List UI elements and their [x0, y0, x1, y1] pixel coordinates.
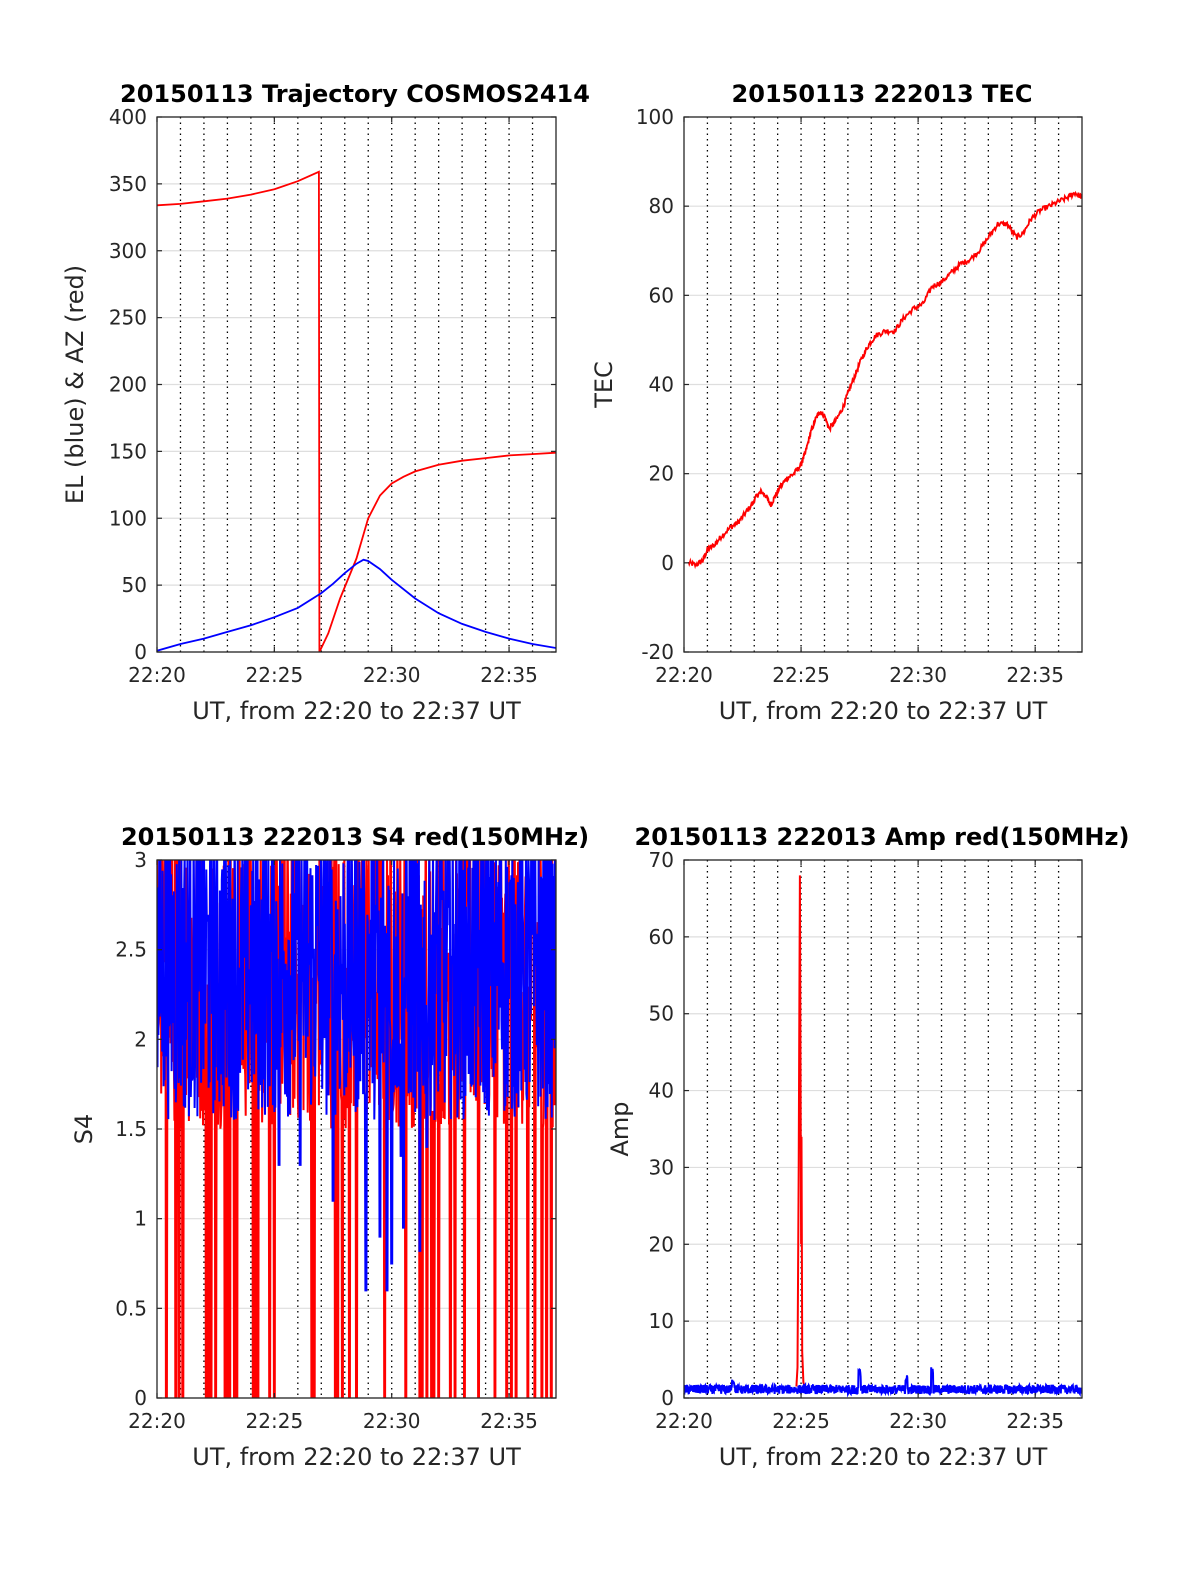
y-tick-label: 350	[109, 172, 147, 196]
y-tick-label: 3	[134, 848, 147, 872]
x-tick-label: 22:25	[246, 1409, 304, 1433]
y-tick-label: 1	[134, 1207, 147, 1231]
x-tick-label: 22:25	[772, 1409, 830, 1433]
y-tick-label: 70	[649, 848, 674, 872]
x-axis-label: UT, from 22:20 to 22:37 UT	[719, 1443, 1048, 1471]
x-tick-label: 22:25	[246, 663, 304, 687]
y-axis-label: TEC	[590, 361, 618, 409]
series-group	[157, 170, 556, 652]
series-line-0	[157, 170, 556, 652]
axes-box	[683, 859, 1083, 1399]
y-tick-label: 60	[649, 925, 674, 949]
y-tick-label: 60	[649, 283, 674, 307]
y-tick-label: -20	[641, 640, 674, 664]
series-group	[687, 190, 1082, 570]
y-tick-label: 10	[649, 1309, 674, 1333]
x-axis-label: UT, from 22:20 to 22:37 UT	[192, 697, 521, 725]
y-tick-label: 80	[649, 194, 674, 218]
x-tick-label: 22:20	[655, 1409, 713, 1433]
chart-title: 20150113 222013 S4 red(150MHz)	[121, 823, 589, 851]
y-axis-label: EL (blue) & AZ (red)	[61, 265, 89, 504]
y-tick-label: 0.5	[115, 1296, 147, 1320]
y-tick-label: 50	[122, 573, 147, 597]
series-group	[684, 875, 1082, 1398]
y-tick-label: 20	[649, 1232, 674, 1256]
y-tick-label: 100	[636, 105, 674, 129]
y-axis-label: S4	[70, 1114, 98, 1145]
y-tick-label: 20	[649, 462, 674, 486]
series-line-0	[795, 875, 807, 1391]
y-tick-label: 50	[649, 1002, 674, 1026]
panel-tec: -20 0 20 40 60 80 100 22:20 22:25 22:30 22:35 UT, f…	[590, 80, 1083, 725]
x-tick-label: 22:35	[1006, 663, 1064, 687]
chart-title: 20150113 222013 Amp red(150MHz)	[635, 823, 1130, 851]
y-tick-label: 100	[109, 506, 147, 530]
y-tick-label: 300	[109, 239, 147, 263]
x-tick-label: 22:35	[480, 1409, 538, 1433]
y-tick-label: 0	[661, 1386, 674, 1410]
y-tick-label: 2	[134, 1027, 147, 1051]
x-tick-label: 22:20	[655, 663, 713, 687]
y-tick-label: 0	[134, 1386, 147, 1410]
y-tick-label: 40	[649, 373, 674, 397]
y-tick-label: 0	[134, 640, 147, 664]
y-tick-label: 400	[109, 105, 147, 129]
panel-s4: 0 0.5 1 1.5 2 2.5 3 22:20 22:25 22:30 22:35 UT, fro…	[70, 823, 589, 1471]
panel-amp: 0 10 20 30 40 50 60 70 22:20 22:25 22:30 22:35 UT, f…	[606, 823, 1129, 1471]
y-tick-label: 250	[109, 306, 147, 330]
x-axis-label: UT, from 22:20 to 22:37 UT	[192, 1443, 521, 1471]
y-tick-label: 1.5	[115, 1117, 147, 1141]
x-tick-label: 22:30	[889, 663, 947, 687]
y-tick-label: 40	[649, 1079, 674, 1103]
x-tick-label: 22:30	[363, 663, 421, 687]
x-tick-label: 22:30	[889, 1409, 947, 1433]
series-line-1	[157, 558, 556, 652]
x-tick-label: 22:25	[772, 663, 830, 687]
x-tick-label: 22:20	[128, 663, 186, 687]
series-line-blue	[157, 860, 556, 1292]
x-tick-label: 22:30	[363, 1409, 421, 1433]
chart-title: 20150113 Trajectory COSMOS2414	[120, 80, 590, 108]
series-line-0	[687, 190, 1082, 570]
x-tick-label: 22:35	[480, 663, 538, 687]
x-tick-label: 22:35	[1006, 1409, 1064, 1433]
y-axis-label: Amp	[606, 1101, 634, 1156]
chart-title: 20150113 222013 TEC	[732, 80, 1033, 108]
y-tick-label: 0	[661, 551, 674, 575]
series-line-1	[684, 1367, 1082, 1398]
series-group	[157, 860, 556, 1398]
y-tick-label: 30	[649, 1155, 674, 1179]
panel-trajectory: 0 50 100 150 200 250 300 350 400 22:20 22:25 22:30 2…	[61, 80, 590, 725]
x-axis-label: UT, from 22:20 to 22:37 UT	[719, 697, 1048, 725]
y-tick-label: 200	[109, 373, 147, 397]
y-tick-label: 2.5	[115, 938, 147, 962]
x-tick-label: 22:20	[128, 1409, 186, 1433]
y-tick-label: 150	[109, 439, 147, 463]
